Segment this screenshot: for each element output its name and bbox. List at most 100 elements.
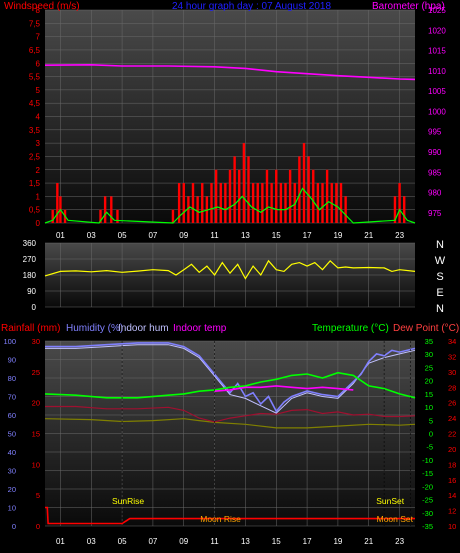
gust-bar	[243, 143, 245, 223]
dewpoint-tick: 10	[448, 522, 456, 531]
rainfall-tick: 20	[32, 399, 40, 408]
gust-bar	[280, 183, 282, 223]
temperature-tick: 35	[425, 337, 433, 346]
windspeed-axis-label: Windspeed (m/s)	[4, 1, 80, 12]
dewpoint-tick: 26	[448, 399, 456, 408]
windspeed-tick: 7,5	[29, 19, 41, 28]
gust-bar	[270, 183, 272, 223]
climate-time-tick: 01	[56, 537, 65, 546]
gust-bar	[196, 196, 198, 223]
barometer-tick: 995	[428, 128, 442, 137]
barometer-tick: 990	[428, 148, 442, 157]
dewpoint-tick: 22	[448, 430, 456, 439]
barometer-tick: 1020	[428, 26, 446, 35]
dewpoint-tick: 28	[448, 383, 456, 392]
temperature-tick: 10	[425, 403, 433, 412]
temperature-tick: -35	[422, 522, 433, 531]
windspeed-tick: 4,5	[29, 99, 41, 108]
humidity-tick: 0	[12, 522, 16, 531]
wind-time-tick: 13	[241, 231, 250, 240]
windspeed-tick: 6	[36, 59, 41, 68]
legend-dewpoint: Dew Point (°C)	[393, 323, 459, 334]
compass-letter: W	[435, 255, 446, 267]
gust-bar	[56, 183, 58, 223]
dewpoint-tick: 20	[448, 445, 456, 454]
gust-bar	[233, 156, 235, 223]
barometer-tick: 1010	[428, 67, 446, 76]
climate-time-tick: 19	[333, 537, 342, 546]
moonrise-label: Moon Rise	[200, 514, 241, 524]
gust-bar	[403, 196, 405, 223]
direction-axis: 090180270360	[23, 239, 37, 312]
humidity-axis: 0102030405060708090100	[3, 337, 16, 531]
climate-panel: SunRise SunSetMoon Rise Moon Set 010203040…	[1, 323, 459, 546]
temperature-tick: -30	[422, 509, 433, 518]
compass-letter: S	[436, 271, 443, 283]
moonset-label: Moon Set	[377, 514, 414, 524]
gust-bar	[307, 156, 309, 223]
compass-letter: N	[436, 303, 444, 315]
gust-bar	[321, 183, 323, 223]
dewpoint-tick: 14	[448, 491, 456, 500]
legend-rainfall: Rainfall (mm)	[1, 323, 60, 334]
climate-time-axis: 01 03 05 07 09 11 13 15 17 19 21 23	[56, 537, 405, 546]
dewpoint-tick: 12	[448, 507, 456, 516]
windspeed-tick: 0	[36, 219, 41, 228]
climate-time-tick: 09	[179, 537, 188, 546]
humidity-tick: 100	[3, 337, 16, 346]
climate-time-tick: 23	[395, 537, 404, 546]
gust-bar	[201, 183, 203, 223]
sunrise-label: SunRise	[112, 496, 144, 506]
wind-panel: 00,511,522,533,544,555,566,577,58 975980…	[4, 1, 446, 240]
wind-time-tick: 05	[118, 231, 127, 240]
windspeed-tick: 2	[36, 166, 41, 175]
gust-bar	[289, 170, 291, 223]
wind-time-tick: 15	[272, 231, 281, 240]
dewpoint-axis: 10 12 14 16 18 20 22 24 26 28 30 32 34	[448, 337, 456, 531]
compass-letter: E	[436, 287, 443, 299]
barometer-tick: 1005	[428, 87, 446, 96]
wind-time-axis: 01 03 05 07 09 11 13 15 17 19 21 23	[56, 231, 405, 240]
gust-bar	[238, 170, 240, 223]
windspeed-tick: 1	[36, 192, 41, 201]
wind-time-tick: 17	[303, 231, 312, 240]
climate-time-tick: 07	[148, 537, 157, 546]
rainfall-tick: 15	[32, 430, 40, 439]
gust-bar	[298, 156, 300, 223]
gust-bar	[252, 183, 254, 223]
windspeed-tick: 1,5	[29, 179, 41, 188]
humidity-tick: 40	[8, 448, 16, 457]
compass-letters: NWSEN	[435, 239, 446, 315]
rainfall-tick: 0	[36, 522, 40, 531]
gust-bar	[284, 183, 286, 223]
temperature-tick: 0	[429, 430, 433, 439]
gust-bar	[257, 183, 259, 223]
rainfall-tick: 25	[32, 368, 40, 377]
wind-time-tick: 11	[210, 231, 219, 240]
direction-tick: 270	[23, 255, 37, 264]
wind-time-tick: 19	[333, 231, 342, 240]
gust-bar	[192, 183, 194, 223]
gust-bar	[247, 156, 249, 223]
temperature-tick: -20	[422, 482, 433, 491]
gust-bar	[215, 170, 217, 223]
wind-time-tick: 21	[364, 231, 373, 240]
climate-time-tick: 17	[303, 537, 312, 546]
rainfall-tick: 10	[32, 460, 40, 469]
dewpoint-tick: 34	[448, 337, 456, 346]
windspeed-tick: 3	[36, 139, 41, 148]
humidity-tick: 80	[8, 374, 16, 383]
gust-bar	[220, 183, 222, 223]
humidity-tick: 10	[8, 504, 16, 513]
legend-temperature: Temperature (°C)	[312, 323, 389, 334]
dewpoint-tick: 18	[448, 460, 456, 469]
barometer-tick: 980	[428, 189, 442, 198]
barometer-tick: 1000	[428, 107, 446, 116]
temperature-tick: -15	[422, 469, 433, 478]
direction-tick: 90	[27, 287, 36, 296]
sunset-label: SunSet	[376, 496, 405, 506]
humidity-tick: 90	[8, 356, 16, 365]
gust-bar	[183, 183, 185, 223]
direction-tick: 0	[32, 303, 37, 312]
barometer-tick: 1015	[428, 47, 446, 56]
